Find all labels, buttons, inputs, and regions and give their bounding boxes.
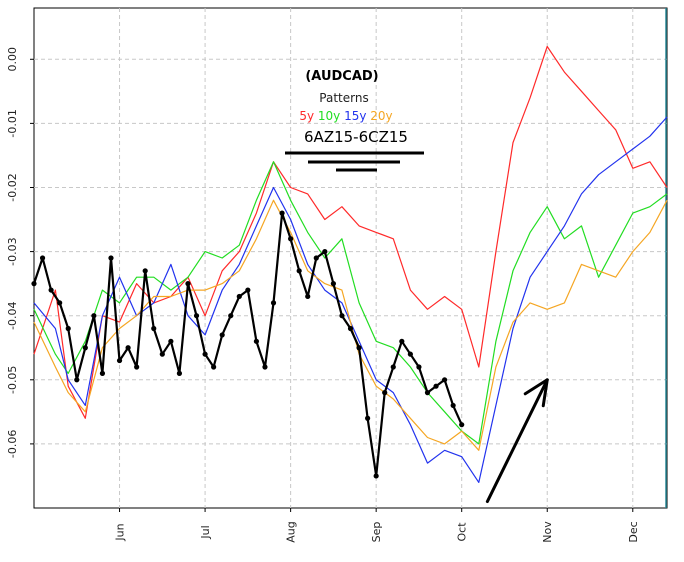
data-point [108,255,114,261]
x-tick-label: Jun [114,523,127,541]
x-tick-label: Aug [285,521,298,542]
series-group [31,45,668,483]
data-point [57,300,63,306]
y-tick-label: -0.03 [6,237,19,265]
data-point [211,364,217,370]
data-point [416,364,422,370]
data-point [48,287,54,293]
series-line-20y [33,199,668,451]
data-point [322,248,328,255]
y-tick-label: -0.02 [6,173,19,201]
data-point [176,370,183,376]
x-tick-label: Nov [541,521,554,543]
data-point [373,473,379,479]
x-tick-label: Dec [627,521,640,542]
x-tick-label: Sep [370,522,383,543]
y-tick-label: -0.01 [6,109,19,137]
data-point [91,313,97,319]
data-point [339,313,345,319]
data-point [450,402,456,409]
data-point [262,364,268,370]
data-point [382,390,388,396]
data-point [168,338,174,344]
data-point [459,422,465,428]
x-tick-label: Oct [456,522,469,542]
data-point [159,351,165,357]
data-point [347,325,354,332]
annotation-arrow [485,378,549,504]
data-point [151,325,157,332]
plot-area [33,7,668,509]
chart-subtitle: Patterns [319,91,368,105]
y-tick-label: -0.04 [6,301,19,329]
data-point [228,313,234,319]
y-tick-label: -0.06 [6,430,19,458]
data-point [82,345,88,351]
legend-item-20y: 20y [366,109,392,123]
data-point [296,268,302,274]
contract-label: 6AZ15-6CZ15 [304,128,408,146]
legend-item-10y: 10y [314,109,340,123]
series-line-10y [33,161,668,445]
data-point [65,325,71,332]
data-point [253,338,260,344]
x-tick-label: Jul [199,525,212,539]
data-point [270,300,277,306]
data-point [39,255,46,261]
y-tick-label: 0.00 [6,47,19,72]
legend: 5y 10y 15y 20y [299,109,392,123]
data-point [74,377,80,383]
data-point [219,332,225,338]
data-point [305,293,311,300]
data-point [441,377,448,383]
data-point [193,313,200,319]
x-axis: Jun Jul Aug Sep Oct Nov Dec [114,508,640,543]
data-point [365,415,371,421]
data-point [279,210,285,216]
legend-item-5y: 5y [299,109,314,123]
data-point [390,364,396,370]
data-point [236,293,242,300]
legend-item-15y: 15y [340,109,366,123]
arrow-shaft [485,378,549,504]
data-point [356,345,362,351]
data-point [407,351,413,357]
data-point [424,390,431,396]
data-point [399,338,405,344]
data-point [202,351,208,357]
data-point [134,364,140,370]
data-point [185,281,191,287]
data-point [142,268,148,274]
data-point [313,255,319,261]
series-line-5y [33,45,668,419]
data-point [245,287,251,293]
chart-title: (AUDCAD) [305,69,378,84]
data-point [99,370,106,376]
contract-underline [285,151,424,172]
data-point [125,345,131,351]
arrow-head [523,378,549,408]
y-tick-label: -0.05 [6,366,19,394]
data-point [288,236,294,242]
data-point [330,281,336,287]
data-point [433,383,439,389]
y-axis: 0.00 -0.01 -0.02 -0.03 -0.04 -0.05 -0.06 [6,47,34,458]
data-point [31,281,37,287]
data-point [116,357,123,364]
